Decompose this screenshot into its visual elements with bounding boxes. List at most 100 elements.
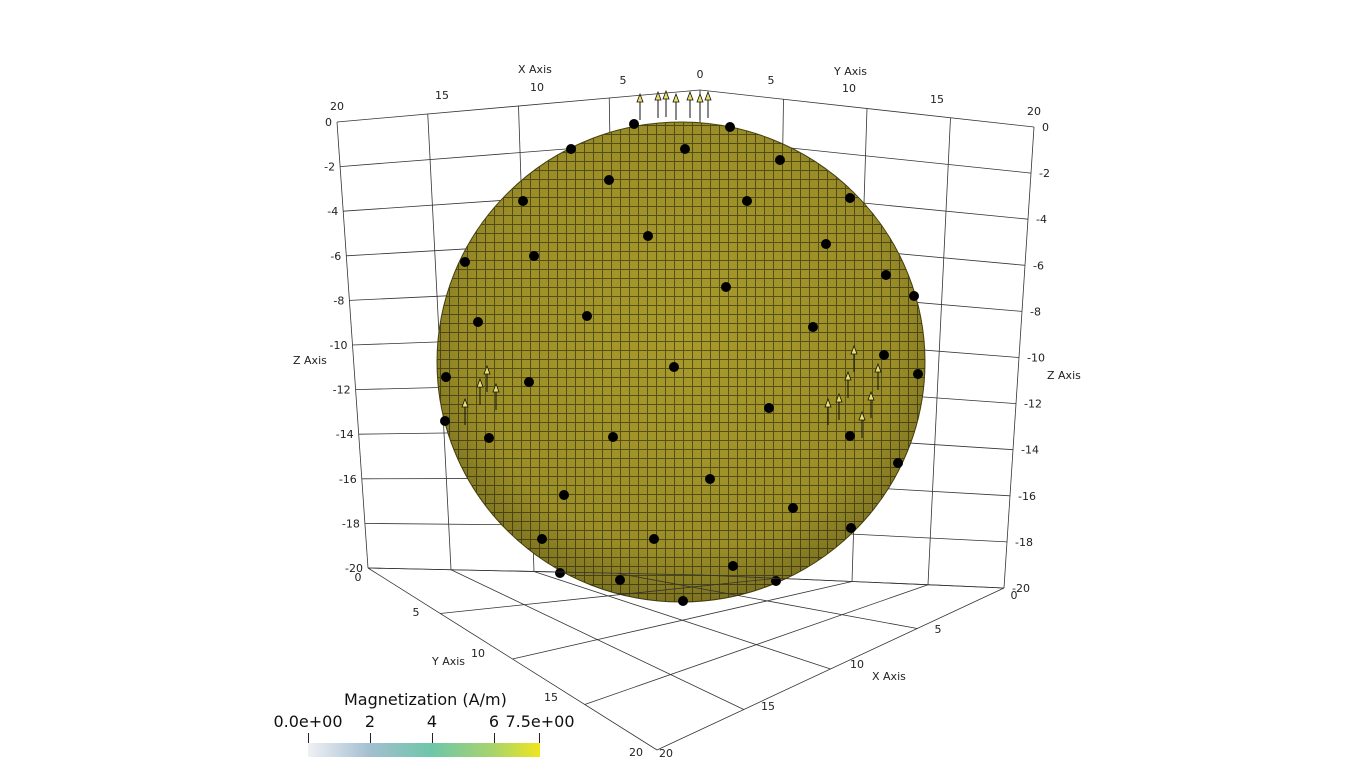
surface-dot	[846, 523, 856, 533]
floor-line	[367, 567, 658, 751]
surface-dot	[440, 416, 450, 426]
surface-dot	[721, 282, 731, 292]
arrow-glyph	[476, 377, 484, 405]
tick-label: 5	[620, 74, 627, 87]
surface-dot	[582, 311, 592, 321]
surface-dot	[524, 377, 534, 387]
magnetization-arrows	[461, 89, 882, 438]
tick-label: -2	[1039, 167, 1050, 180]
surface-dot	[821, 239, 831, 249]
surface-dot	[771, 576, 781, 586]
surface-dot	[643, 231, 653, 241]
arrow-glyph	[483, 364, 491, 392]
colorbar-tick	[432, 733, 433, 743]
arrow-glyph	[654, 90, 662, 118]
surface-dot	[705, 474, 715, 484]
tick-label: 0	[1042, 121, 1049, 134]
surface-dots	[440, 119, 923, 606]
arrow-glyph	[704, 90, 712, 118]
surface-dot	[909, 291, 919, 301]
surface-dot	[473, 317, 483, 327]
colorbar-label: 6	[488, 712, 500, 731]
surface-dot	[518, 196, 528, 206]
arrow-glyph	[636, 92, 644, 120]
tick-label: 10	[842, 82, 856, 95]
tick-label: -10	[1027, 352, 1045, 365]
surface-dot	[559, 490, 569, 500]
surface-dot	[775, 155, 785, 165]
arrow-glyph	[461, 397, 469, 425]
tick-label: -20	[1012, 582, 1030, 595]
tick-label: 0	[1011, 589, 1018, 602]
colorbar-label: 2	[364, 712, 376, 731]
arrow-glyph	[824, 397, 832, 425]
colorbar-title: Magnetization (A/m)	[344, 690, 507, 709]
z-axis-title-left: Z Axis	[293, 354, 327, 367]
arrow-glyph	[835, 392, 843, 420]
tick-label: 0	[325, 116, 332, 129]
arrow-glyph	[867, 390, 875, 418]
voxel-sphere	[436, 89, 926, 606]
floor-line	[656, 587, 1005, 751]
arrow-glyph	[662, 89, 670, 117]
tick-label: -16	[1018, 490, 1036, 503]
surface-dot	[555, 568, 565, 578]
tick-label: 20	[330, 100, 344, 113]
surface-dot	[788, 503, 798, 513]
surface-dot	[441, 372, 451, 382]
tick-label: -14	[1021, 444, 1039, 457]
tick-label: 5	[413, 606, 420, 619]
tick-label: 20	[1027, 105, 1041, 118]
z-axis-title-right: Z Axis	[1047, 369, 1081, 382]
surface-dot	[728, 561, 738, 571]
surface-dot	[460, 257, 470, 267]
surface-dot	[845, 193, 855, 203]
tick-label: -10	[330, 339, 348, 352]
colorbar-legend: Magnetization (A/m) 0.0e+00 2 4 6 7.5e+0…	[273, 688, 600, 768]
surface-dot	[680, 144, 690, 154]
colorbar-gradient	[308, 743, 540, 757]
tick-label: -6	[330, 250, 341, 263]
surface-dot	[537, 534, 547, 544]
tick-label: 20	[629, 746, 643, 759]
surface-dot	[529, 251, 539, 261]
colorbar-tick	[308, 733, 309, 743]
surface-dot	[484, 433, 494, 443]
floor-line	[450, 569, 744, 710]
tick-label: -4	[1036, 213, 1047, 226]
surface-dot	[669, 362, 679, 372]
tick-label: 15	[761, 700, 775, 713]
tick-label: -18	[342, 517, 360, 530]
surface-dot	[649, 534, 659, 544]
surface-dot	[808, 322, 818, 332]
arrow-glyph	[844, 370, 852, 398]
tick-label: 10	[850, 658, 864, 671]
tick-label: -8	[333, 294, 344, 307]
grid-line	[1003, 126, 1035, 589]
surface-dot	[615, 575, 625, 585]
arrow-glyph	[874, 362, 882, 390]
colorbar-tick	[539, 733, 540, 743]
arrow-glyph	[686, 90, 694, 118]
tick-label: -12	[333, 384, 351, 397]
surface-dot	[566, 144, 576, 154]
floor-line	[584, 584, 929, 705]
x-axis-title-top: X Axis	[518, 63, 552, 76]
tick-label: -20	[345, 562, 363, 575]
tick-label: 5	[768, 74, 775, 87]
surface-dot	[629, 119, 639, 129]
tick-label: -18	[1015, 536, 1033, 549]
tick-label: 5	[935, 623, 942, 636]
surface-dot	[604, 175, 614, 185]
tick-label: 15	[435, 89, 449, 102]
surface-dot	[879, 350, 889, 360]
colorbar-tick	[370, 733, 371, 743]
tick-label: -2	[324, 161, 335, 174]
colorbar-label: 4	[426, 712, 438, 731]
y-axis-title-bottom: Y Axis	[431, 655, 465, 668]
x-axis-title-bottom: X Axis	[872, 670, 906, 683]
tick-label: -4	[327, 205, 338, 218]
surface-dot	[881, 270, 891, 280]
surface-dot	[893, 458, 903, 468]
